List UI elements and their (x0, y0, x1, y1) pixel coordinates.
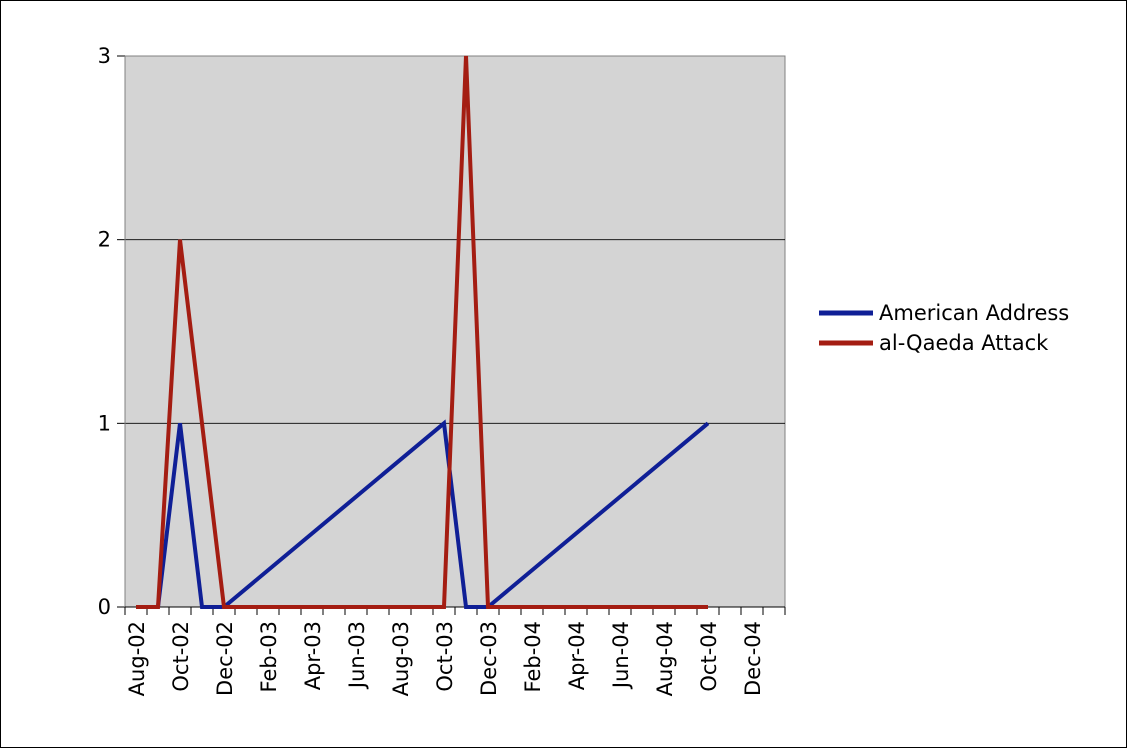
x-tick-label: Oct-04 (697, 621, 721, 692)
x-tick-label: Dec-04 (741, 621, 765, 696)
series-line-american-address (156, 419, 710, 609)
x-tick-label: Feb-03 (257, 621, 281, 692)
x-tick-label: Dec-02 (213, 621, 237, 696)
gridlines (125, 239, 785, 424)
x-tick-label: Jun-04 (609, 621, 633, 690)
y-tick-label: 1 (98, 411, 111, 435)
y-tick-label: 0 (98, 595, 111, 619)
legend: American Address al-Qaeda Attack (819, 301, 1069, 355)
x-tick-label: Oct-02 (169, 621, 193, 692)
x-tick-label: Aug-04 (653, 621, 677, 696)
x-tick-label: Aug-03 (389, 621, 413, 696)
x-tick-label: Feb-04 (521, 621, 545, 692)
x-tick-label: Jun-03 (345, 621, 369, 690)
x-tick-label: Aug-02 (125, 621, 149, 696)
axes: 0 1 2 3 Aug-02 Oct-02 Dec-02 Feb-03 Apr-03 Jun-03… (98, 44, 786, 696)
legend-label: American Address (879, 301, 1069, 325)
x-tick-label: Apr-03 (301, 621, 325, 690)
x-tick-label: Apr-04 (565, 621, 589, 690)
y-tick-label: 3 (98, 44, 111, 68)
x-tick-label: Dec-03 (477, 621, 501, 696)
series-lines (136, 55, 710, 609)
y-tick-label: 2 (98, 228, 111, 252)
legend-label: al-Qaeda Attack (879, 331, 1049, 355)
series-line-al-qaeda-attack (136, 55, 708, 609)
x-tick-label: Oct-03 (433, 621, 457, 692)
